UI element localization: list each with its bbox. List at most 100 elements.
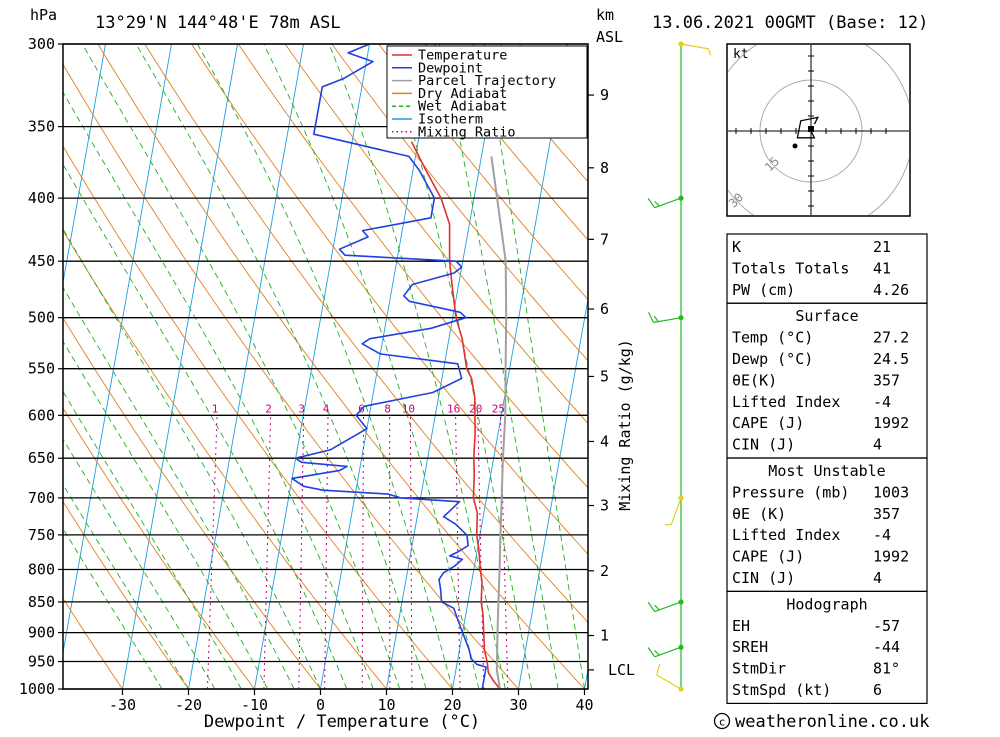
index-most-unstable-label: CAPE (J) <box>732 548 804 566</box>
index-hodograph-label: EH <box>732 617 750 635</box>
pressure-tick-label: 800 <box>28 560 55 578</box>
temperature-tick-label: -30 <box>109 696 136 714</box>
wind-barb-shaft <box>671 498 681 524</box>
wind-barb-feather <box>648 602 655 611</box>
index-hodograph-value: 6 <box>873 681 882 699</box>
hpa-unit-label: hPa <box>30 6 57 24</box>
pressure-tick-label: 950 <box>28 653 55 671</box>
pressure-tick-label: 750 <box>28 526 55 544</box>
wind-barb <box>649 312 684 322</box>
mixing-ratio-line <box>264 415 271 689</box>
index-basic-label: PW (cm) <box>732 281 795 299</box>
km-tick-label: 6 <box>600 300 609 318</box>
mixing-ratio-label: 4 <box>323 402 330 415</box>
temperature-tick-label: -20 <box>175 696 202 714</box>
wind-barb-station-dot <box>678 196 683 201</box>
isotherm-line <box>57 44 172 689</box>
isotherm-line <box>453 44 568 689</box>
index-hodograph-label: StmSpd (kt) <box>732 681 831 699</box>
index-most-unstable-value: 357 <box>873 505 900 523</box>
footer-site[interactable]: weatheronline.co.uk <box>735 712 929 732</box>
wind-barb-shaft <box>657 675 681 689</box>
dry-adiabat-line <box>426 44 1000 689</box>
pressure-tick-label: 350 <box>28 118 55 136</box>
wind-barb-shaft <box>655 602 681 612</box>
dry-adiabat-line <box>0 44 123 689</box>
index-hodograph-value: -57 <box>873 617 900 635</box>
footer: c weatheronline.co.uk <box>715 712 930 732</box>
pressure-tick-label: 300 <box>28 35 55 53</box>
index-surface-label: Temp (°C) <box>732 329 813 347</box>
wind-barb-feather <box>648 647 655 656</box>
asl-unit-label: ASL <box>596 28 623 46</box>
wind-barb-shaft <box>655 198 681 208</box>
index-most-unstable-value: 1003 <box>873 483 909 501</box>
pressure-tick-label: 850 <box>28 593 55 611</box>
sounding-datetime: 13.06.2021 00GMT (Base: 12) <box>652 13 928 33</box>
index-most-unstable-label: Lifted Index <box>732 526 840 544</box>
index-basic-value: 41 <box>873 259 891 277</box>
pressure-tick-label: 550 <box>28 360 55 378</box>
index-basic-label: Totals Totals <box>732 259 849 277</box>
pressure-tick-label: 650 <box>28 449 55 467</box>
index-most-unstable-label: CIN (J) <box>732 569 795 587</box>
dry-adiabat-line <box>4 44 452 689</box>
index-section-title: Hodograph <box>786 595 867 613</box>
isotherm-line <box>123 44 238 689</box>
mixing-ratio-axis-label: Mixing Ratio (g/kg) <box>616 339 634 511</box>
km-tick-label: 1 <box>600 627 609 645</box>
index-surface-label: CAPE (J) <box>732 414 804 432</box>
index-surface-value: 24.5 <box>873 350 909 368</box>
mixing-ratio-line <box>207 415 217 689</box>
index-surface-label: CIN (J) <box>732 436 795 454</box>
index-surface-label: Dewp (°C) <box>732 350 813 368</box>
km-unit-label: km <box>596 6 614 24</box>
wind-barb-shaft <box>681 44 709 49</box>
km-tick-label: 3 <box>600 497 609 515</box>
index-surface-value: -4 <box>873 393 891 411</box>
pressure-tick-label: 500 <box>28 309 55 327</box>
mixing-ratio-label: 3 <box>298 402 305 415</box>
mixing-ratio-label: 1 <box>212 402 219 415</box>
index-hodograph-value: -44 <box>873 638 900 656</box>
pressure-tick-label: 1000 <box>19 680 55 698</box>
mixing-ratio-label: 25 <box>492 402 505 415</box>
km-tick-label: 8 <box>600 159 609 177</box>
mixing-ratio-label: 16 <box>447 402 460 415</box>
index-section-title: Most Unstable <box>768 462 885 480</box>
index-most-unstable-value: 1992 <box>873 548 909 566</box>
dewpoint-line <box>292 44 486 689</box>
hodograph-origin-marker <box>808 126 814 132</box>
wind-barb-feather <box>657 664 660 675</box>
pressure-tick-label: 450 <box>28 252 55 270</box>
index-most-unstable-label: θE (K) <box>732 505 786 523</box>
parcel-trajectory-line <box>491 156 506 689</box>
mixing-ratio-label: 10 <box>402 402 415 415</box>
index-basic-value: 4.26 <box>873 281 909 299</box>
index-surface-value: 1992 <box>873 414 909 432</box>
pressure-tick-label: 600 <box>28 406 55 424</box>
mixing-ratio-label: 2 <box>265 402 272 415</box>
isotherm-line <box>387 44 502 689</box>
index-surface-label: Lifted Index <box>732 393 840 411</box>
index-most-unstable-value: 4 <box>873 569 882 587</box>
dry-adiabat-line <box>0 44 386 689</box>
station-location: 13°29'N 144°48'E 78m ASL <box>95 13 341 33</box>
wind-barb-feather <box>648 198 655 207</box>
km-tick-label: 5 <box>600 367 609 385</box>
index-basic-label: K <box>732 238 741 256</box>
pressure-tick-label: 400 <box>28 189 55 207</box>
pressure-tick-label: 900 <box>28 624 55 642</box>
hodograph-unit: kt <box>733 47 749 62</box>
storm-motion-marker <box>793 144 798 149</box>
mixing-ratio-label: 8 <box>384 402 391 415</box>
mixing-ratio-label: 20 <box>469 402 482 415</box>
km-tick-label: 4 <box>600 432 609 450</box>
x-axis-label: Dewpoint / Temperature (°C) <box>204 712 480 732</box>
wind-barb <box>678 41 710 55</box>
